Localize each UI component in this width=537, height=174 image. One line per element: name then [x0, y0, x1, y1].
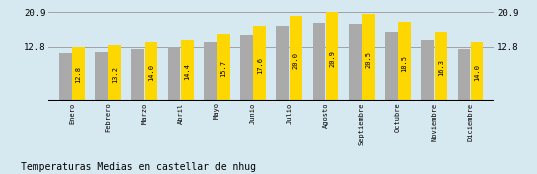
Bar	[385, 32, 398, 101]
Text: 12.8: 12.8	[76, 66, 82, 83]
Text: 15.7: 15.7	[220, 61, 227, 77]
Bar	[471, 42, 483, 101]
Bar	[132, 49, 144, 101]
Bar	[289, 16, 302, 101]
Text: 20.5: 20.5	[365, 51, 372, 68]
Bar	[72, 47, 85, 101]
Text: 14.4: 14.4	[184, 63, 190, 80]
Text: 18.5: 18.5	[402, 55, 408, 72]
Text: 13.2: 13.2	[112, 66, 118, 82]
Text: 14.0: 14.0	[474, 64, 480, 81]
Bar	[277, 26, 289, 101]
Text: 16.3: 16.3	[438, 59, 444, 76]
Bar	[181, 40, 193, 101]
Bar	[168, 47, 180, 101]
Bar	[217, 34, 230, 101]
Bar	[95, 52, 108, 101]
Bar	[434, 32, 447, 101]
Bar	[326, 12, 338, 101]
Bar	[362, 14, 375, 101]
Bar	[422, 40, 434, 101]
Bar	[108, 45, 121, 101]
Text: 14.0: 14.0	[148, 64, 154, 81]
Bar	[313, 23, 325, 101]
Bar	[398, 22, 411, 101]
Bar	[144, 42, 157, 101]
Text: 20.9: 20.9	[329, 50, 335, 67]
Text: 20.0: 20.0	[293, 52, 299, 69]
Bar	[458, 49, 470, 101]
Bar	[204, 42, 216, 101]
Text: 17.6: 17.6	[257, 57, 263, 74]
Text: Temperaturas Medias en castellar de nhug: Temperaturas Medias en castellar de nhug	[21, 162, 257, 172]
Bar	[253, 26, 266, 101]
Bar	[59, 53, 71, 101]
Bar	[240, 35, 253, 101]
Bar	[349, 24, 361, 101]
